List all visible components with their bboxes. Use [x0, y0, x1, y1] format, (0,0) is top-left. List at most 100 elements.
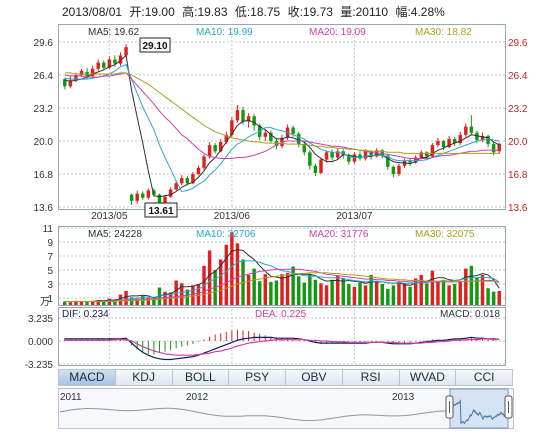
- timeline-year-2011: 2011: [60, 392, 82, 403]
- volume-bar: [291, 266, 295, 305]
- price-ma-lines: [64, 54, 500, 198]
- date-tick-label: 2013/06: [214, 211, 251, 222]
- volume-bar: [246, 274, 251, 305]
- volume-bar: [469, 265, 474, 305]
- candle-body: [235, 110, 240, 121]
- date-tick-label: 2013/07: [336, 211, 373, 222]
- volume-bar: [269, 281, 273, 305]
- candle-body: [425, 152, 429, 157]
- candle-body: [469, 126, 474, 133]
- candle-body: [213, 145, 217, 152]
- tab-boll[interactable]: BOLL: [173, 370, 230, 385]
- volume-bar: [252, 268, 256, 305]
- candle-body: [302, 144, 307, 153]
- volume-bar: [224, 244, 229, 305]
- candle-body: [436, 141, 440, 146]
- price-tick-right: 13.6: [508, 203, 528, 214]
- legend-vol-ma5: MA5: 24228: [88, 229, 142, 240]
- quote-high: 高:19.83: [182, 5, 228, 19]
- macd-tick: -3.235: [25, 360, 54, 371]
- candle-body: [74, 75, 78, 81]
- volume-bar: [168, 292, 173, 305]
- tab-obv[interactable]: OBV: [286, 370, 343, 385]
- candlestick-series: [63, 44, 501, 207]
- volume-bar: [475, 277, 479, 305]
- candle-body: [135, 193, 139, 201]
- low-callout-box: [144, 202, 178, 218]
- volume-bar: [124, 291, 128, 305]
- volume-bar: [380, 284, 384, 305]
- price-tick-right: 29.6: [508, 38, 528, 49]
- tab-wvad[interactable]: WVAD: [400, 370, 457, 385]
- tab-kdj[interactable]: KDJ: [116, 370, 173, 385]
- high-callout-box: [139, 37, 171, 53]
- legend-price-ma20: MA20: 19.09: [309, 27, 366, 38]
- legend-price-ma10: MA10: 19.99: [196, 27, 253, 38]
- candle-body: [146, 190, 151, 198]
- candle-body: [207, 145, 212, 157]
- volume-bar: [491, 291, 496, 305]
- volume-bar: [486, 288, 490, 305]
- timeline-selection[interactable]: [449, 388, 509, 429]
- volume-bar: [185, 289, 190, 305]
- candle-body: [191, 174, 195, 184]
- price-tick-left: 26.4: [34, 71, 54, 82]
- candle-body: [102, 62, 106, 68]
- volume-bar: [274, 280, 279, 305]
- candle-body: [196, 167, 201, 174]
- volume-bar: [436, 281, 440, 305]
- candle-body: [330, 152, 334, 158]
- dea-line: [64, 338, 500, 356]
- timeline-selection-line: [452, 398, 506, 425]
- volume-bar: [235, 243, 240, 305]
- candle-body: [224, 134, 229, 143]
- candle-body: [246, 116, 251, 122]
- tab-rsi[interactable]: RSI: [343, 370, 400, 385]
- volume-bar: [313, 279, 318, 305]
- timeline-overview-line: [59, 407, 450, 422]
- candle-body: [269, 132, 273, 141]
- volume-bar: [447, 285, 451, 305]
- macd-series: [64, 329, 500, 361]
- volume-bar: [196, 284, 201, 305]
- candle-body: [447, 138, 451, 148]
- candle-body: [241, 110, 245, 122]
- volume-bar: [464, 268, 468, 305]
- tab-macd[interactable]: MACD: [59, 370, 116, 385]
- candle-body: [430, 145, 435, 157]
- volume-bar: [230, 232, 234, 305]
- candle-body: [419, 152, 423, 158]
- candle-body: [308, 152, 312, 166]
- volume-bar: [458, 281, 462, 305]
- legend-vol-ma20: MA20: 31776: [309, 229, 369, 240]
- candle-body: [413, 157, 418, 163]
- volume-bar: [102, 300, 106, 305]
- candle-body: [324, 152, 329, 160]
- timeline-navigator[interactable]: [58, 388, 514, 429]
- candle-body: [90, 68, 95, 77]
- quote-change: 幅:4.28%: [395, 5, 445, 19]
- price-panel-frame: [58, 24, 506, 210]
- volume-bar: [480, 274, 485, 305]
- volume-bar: [335, 275, 340, 305]
- candle-body: [185, 178, 190, 184]
- candle-body: [68, 80, 73, 87]
- price-tick-left: 20.0: [34, 137, 54, 148]
- candle-body: [464, 126, 468, 135]
- volume-unit-label: 万: [40, 297, 50, 308]
- volume-bar: [374, 281, 379, 305]
- tab-psy[interactable]: PSY: [229, 370, 286, 385]
- price-tick-right: 26.4: [508, 71, 528, 82]
- candle-body: [202, 156, 206, 168]
- price-tick-right: 23.2: [508, 104, 528, 115]
- candle-body: [347, 155, 351, 162]
- volume-tick: 3: [47, 280, 53, 291]
- tab-cci[interactable]: CCI: [473, 370, 495, 384]
- candle-body: [174, 183, 178, 190]
- volume-bar: [352, 286, 357, 305]
- volume-bar: [330, 279, 334, 305]
- volume-bar: [319, 283, 323, 305]
- price-ma30-line: [64, 72, 500, 154]
- high-callout: 29.10: [142, 41, 167, 52]
- volume-bar: [90, 300, 95, 305]
